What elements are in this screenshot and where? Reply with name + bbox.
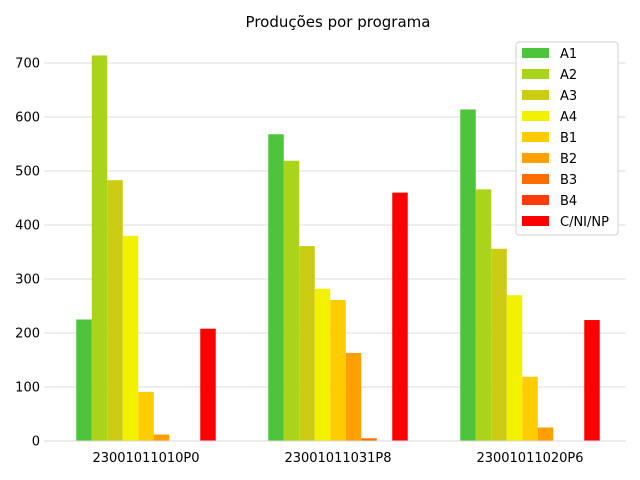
y-tick-label: 300 <box>15 273 40 288</box>
y-tick-label: 700 <box>15 57 40 72</box>
legend-swatch <box>522 216 549 226</box>
legend-label: A3 <box>560 89 577 104</box>
y-tick-label: 400 <box>15 219 40 234</box>
legend-swatch <box>522 195 549 205</box>
bar <box>200 328 216 441</box>
legend-swatch <box>522 90 549 100</box>
legend-swatch <box>522 174 549 184</box>
legend-label: C/NI/NP <box>560 215 609 230</box>
legend-label: A2 <box>560 68 577 83</box>
legend-label: B2 <box>560 152 577 167</box>
bar <box>537 427 554 441</box>
bar <box>460 109 476 441</box>
bar <box>522 376 538 441</box>
bar <box>91 55 108 441</box>
bar <box>153 434 170 441</box>
chart-title: Produções por programa <box>246 13 431 31</box>
y-tick-label: 100 <box>15 381 40 396</box>
bar <box>475 189 492 441</box>
bar <box>330 300 346 441</box>
x-axis-ticks: 23001011010P0 23001011031P8 23001011020P6 <box>92 451 583 466</box>
y-tick-label: 500 <box>15 165 40 180</box>
legend-label: A1 <box>560 47 577 62</box>
bar <box>107 180 123 441</box>
bar <box>361 438 377 441</box>
legend-swatch <box>522 153 549 163</box>
bar <box>268 134 284 441</box>
bar <box>76 319 92 441</box>
bar <box>345 352 362 441</box>
bar <box>122 235 139 441</box>
legend-label: A4 <box>560 110 577 125</box>
bar <box>506 295 523 441</box>
x-tick-label: 23001011031P8 <box>284 451 391 466</box>
legend-swatch <box>522 48 549 58</box>
legend-label: B1 <box>560 131 577 146</box>
bar <box>584 320 600 441</box>
grid-lines <box>44 62 626 388</box>
bar <box>491 248 507 441</box>
legend-label: B3 <box>560 173 577 188</box>
bar <box>314 288 331 441</box>
legend-swatch <box>522 69 549 79</box>
bar <box>138 391 154 441</box>
x-tick-label: 23001011020P6 <box>476 451 583 466</box>
x-tick-label: 23001011010P0 <box>92 451 199 466</box>
bar <box>392 192 408 441</box>
bars <box>76 55 600 442</box>
legend-label: B4 <box>560 194 577 209</box>
legend-swatch <box>522 111 549 121</box>
bar <box>299 246 315 441</box>
y-tick-label: 200 <box>15 327 40 342</box>
y-tick-label: 600 <box>15 111 40 126</box>
y-tick-label: 0 <box>32 435 40 450</box>
legend: A1 A2 A3 A4 B1 B2 B3 B4 C/NI/NP <box>515 41 619 236</box>
y-axis-ticks: 0 100 200 300 400 500 600 700 <box>15 57 40 450</box>
legend-swatch <box>522 132 549 142</box>
bar <box>283 160 300 442</box>
